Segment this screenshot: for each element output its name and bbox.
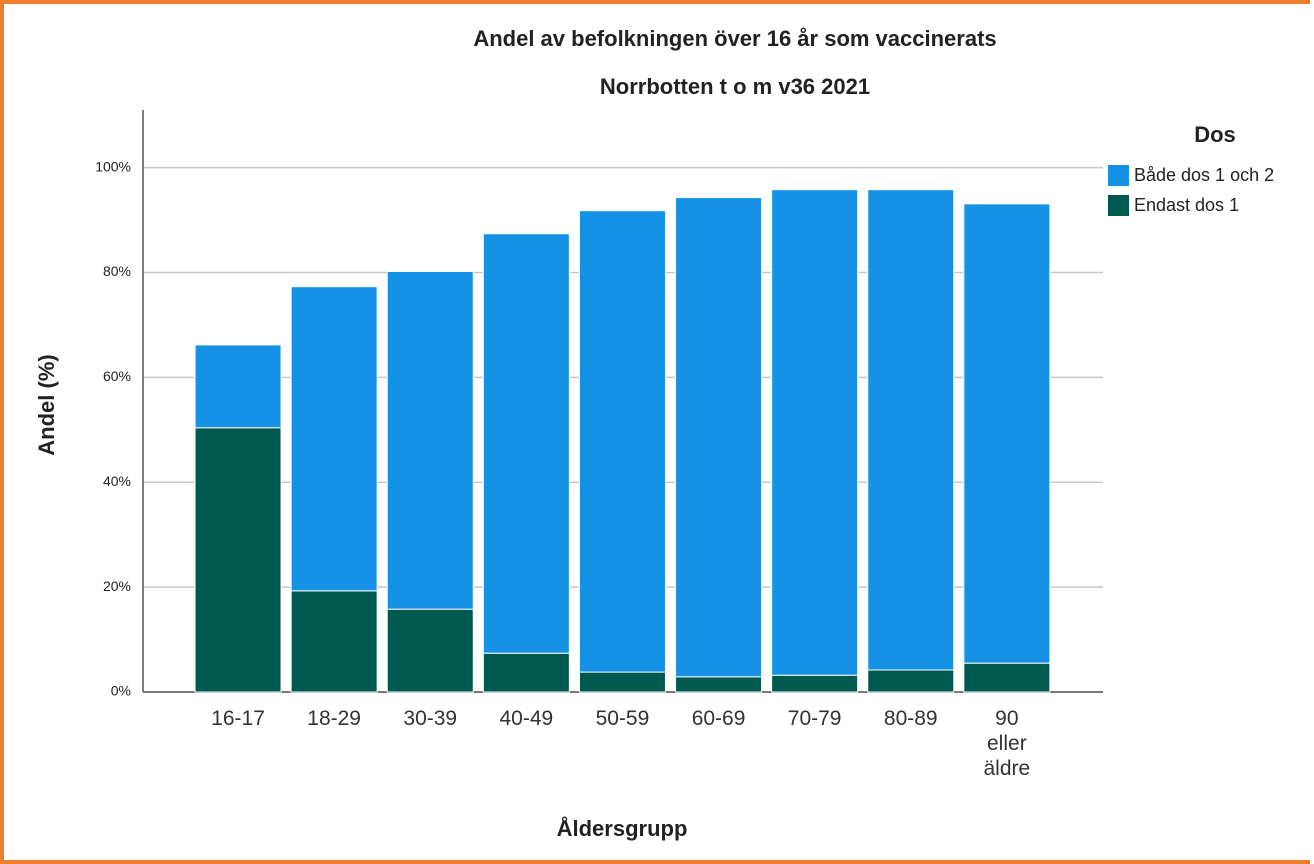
bar-segment — [290, 590, 378, 693]
x-tick-label: 50-59 — [595, 707, 650, 730]
x-tick-label: 80-89 — [883, 707, 938, 730]
bar-segment — [290, 286, 378, 592]
y-tick-label: 80% — [103, 263, 131, 279]
bar-segment — [867, 189, 955, 671]
bar-segment — [963, 203, 1051, 664]
bar-segment — [771, 189, 859, 676]
y-tick-label: 100% — [95, 158, 131, 174]
x-tick-label: 18-29 — [307, 707, 361, 730]
y-tick-label: 60% — [103, 368, 131, 384]
bar-segment — [867, 669, 955, 693]
bar-segment — [578, 671, 666, 693]
x-tick-label: 70-79 — [787, 707, 842, 730]
chart-title: Andel av befolkningen över 16 år som vac… — [473, 26, 996, 51]
y-tick-label: 40% — [103, 473, 131, 489]
bar-segment — [386, 608, 474, 693]
x-tick-label: 16-17 — [211, 707, 265, 730]
bar-segment — [963, 662, 1051, 693]
legend-label: Endast dos 1 — [1134, 195, 1239, 215]
legend-swatch — [1108, 165, 1129, 186]
bar-segment — [675, 676, 763, 693]
legend-label: Både dos 1 och 2 — [1134, 165, 1274, 185]
chart-subtitle: Norrbotten t o m v36 2021 — [600, 74, 870, 99]
y-axis-label: Andel (%) — [34, 354, 59, 455]
x-tick-label: 30-39 — [403, 707, 458, 730]
y-tick-label: 0% — [111, 683, 131, 699]
x-tick-label: 90 eller äldre — [983, 707, 1031, 780]
legend-title: Dos — [1194, 122, 1236, 147]
x-tick-label: 60-69 — [691, 707, 746, 730]
bar-segment — [194, 427, 282, 693]
bar-segment — [578, 210, 666, 673]
x-tick-label: 40-49 — [499, 707, 554, 730]
y-tick-label: 20% — [103, 578, 131, 594]
bar-segment — [482, 652, 570, 693]
bar-segment — [194, 344, 282, 429]
bar-segment — [482, 233, 570, 654]
bar-segment — [386, 270, 474, 610]
bar-segment — [771, 674, 859, 693]
x-axis-label: Åldersgrupp — [557, 815, 688, 841]
legend-swatch — [1108, 195, 1129, 216]
bar-segment — [675, 197, 763, 678]
